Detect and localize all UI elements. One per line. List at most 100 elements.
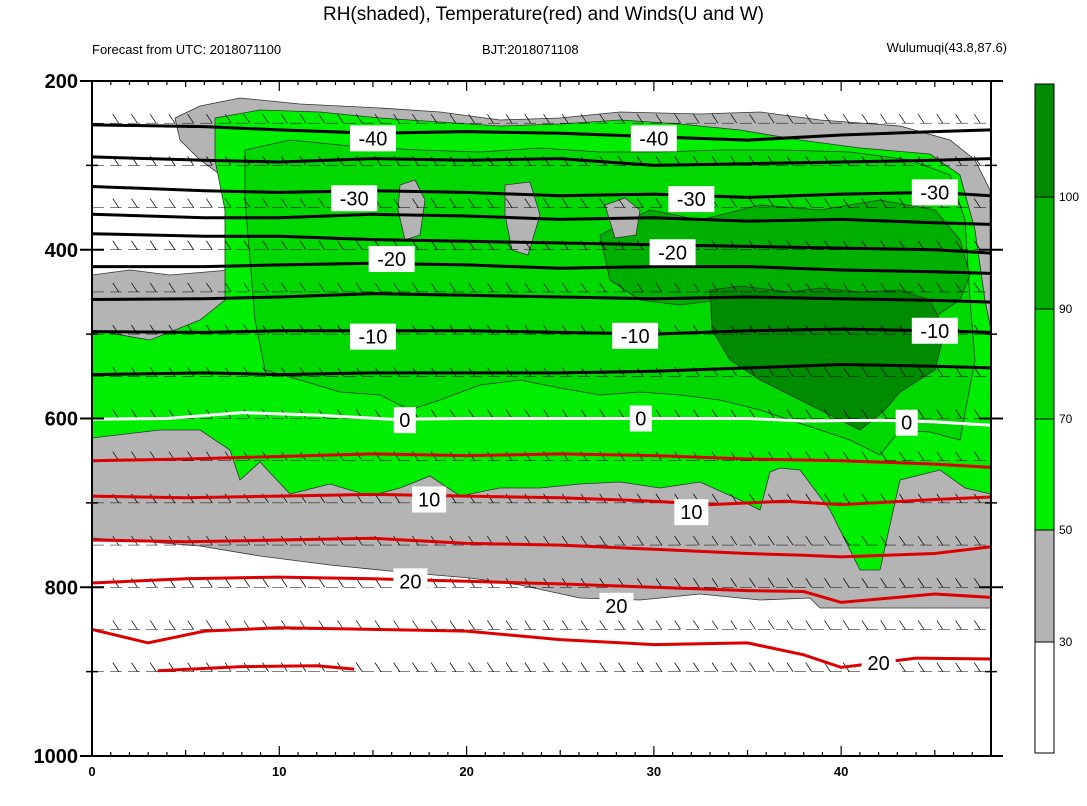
- wind-barb: [899, 620, 906, 630]
- wind-barb: [973, 535, 981, 546]
- wind-barb: [936, 535, 944, 546]
- wind-barb: [224, 578, 232, 588]
- wind-barb: [112, 113, 120, 124]
- contour-label: -10: [358, 327, 387, 349]
- wind-barb: [599, 113, 606, 124]
- contour-labels: -40 -40 -30 -30 -30 -20 -20 -10 -10 -10 0 0 0 10 10 20 2…: [331, 125, 958, 677]
- wind-barb: [355, 282, 363, 293]
- colorbar-box-0: [1034, 641, 1055, 754]
- contour-label: 20: [605, 596, 627, 618]
- wind-barb: [693, 282, 700, 293]
- wind-barb: [749, 535, 756, 546]
- wind-barb: [468, 113, 475, 124]
- temperature-contour: [92, 185, 991, 199]
- wind-barb: [730, 282, 738, 293]
- wind-barb: [281, 282, 288, 293]
- wind-barb: [973, 113, 981, 124]
- wind-barb: [243, 240, 251, 250]
- wind-barb: [973, 282, 981, 293]
- y-tick-label: 1000: [34, 746, 79, 768]
- wind-barb: [842, 535, 850, 546]
- wind-barb: [786, 662, 794, 672]
- wind-barb: [973, 578, 981, 588]
- contour-label-box: [393, 407, 416, 434]
- wind-barb: [917, 620, 925, 630]
- wind-barb: [955, 451, 962, 461]
- temperature-contour: [92, 261, 991, 275]
- wind-barb: [917, 113, 925, 124]
- wind-barb: [374, 113, 382, 124]
- wind-barb: [767, 282, 775, 293]
- wind-barb: [805, 535, 812, 546]
- contour-label: 0: [901, 413, 912, 435]
- wind-barb: [805, 578, 812, 588]
- x-tick-label: 20: [459, 764, 473, 779]
- wind-barb: [805, 113, 812, 124]
- contour-label: -20: [377, 249, 406, 271]
- wind-barb: [842, 578, 850, 588]
- wind-barb: [580, 282, 588, 293]
- wind-barb: [749, 578, 756, 588]
- wind-barb: [767, 409, 775, 419]
- temperature-contour: [92, 212, 991, 226]
- wind-barb: [917, 409, 925, 419]
- wind-barb: [711, 113, 719, 124]
- wind-barb: [468, 198, 475, 208]
- colorbar-label: 90: [1059, 302, 1073, 316]
- wind-barb: [842, 198, 850, 208]
- contour-label: 20: [399, 571, 421, 593]
- wind-barb: [786, 535, 794, 546]
- wind-barb: [618, 620, 625, 630]
- wind-barb: [561, 282, 569, 293]
- rh-region-90: [599, 199, 971, 321]
- wind-barb: [655, 113, 663, 124]
- rh-pocket-1: [397, 179, 426, 241]
- wind-barb: [917, 282, 925, 293]
- wind-barb: [487, 113, 494, 124]
- wind-barb: [899, 662, 906, 672]
- wind-barb: [674, 620, 681, 630]
- wind-barb: [936, 367, 944, 377]
- wind-barb: [262, 198, 269, 208]
- wind-barb: [243, 198, 251, 208]
- wind-barb: [693, 578, 700, 588]
- wind-barb: [973, 662, 981, 672]
- wind-barb: [861, 535, 869, 546]
- wind-barb: [711, 620, 719, 630]
- wind-barb: [861, 620, 869, 630]
- wind-barb: [880, 620, 887, 630]
- wind-barb: [412, 282, 419, 293]
- wind-barb: [543, 620, 550, 630]
- wind-barb: [861, 198, 869, 208]
- wind-barb: [861, 493, 869, 504]
- wind-barb: [599, 535, 606, 546]
- wind-barb: [767, 113, 775, 124]
- wind-barb: [786, 620, 794, 630]
- wind-barb: [636, 620, 644, 630]
- wind-barb: [374, 409, 382, 419]
- wind-barb: [543, 198, 550, 208]
- wind-barb: [805, 282, 812, 293]
- wind-barb: [487, 620, 494, 630]
- wind-barb: [149, 113, 157, 124]
- wind-barb: [730, 535, 738, 546]
- wind-barb: [936, 578, 944, 588]
- wind-barb: [618, 198, 625, 208]
- wind-barb: [955, 578, 962, 588]
- wind-barb: [693, 113, 700, 124]
- x-tick-label: 30: [647, 764, 661, 779]
- wind-barb: [468, 620, 475, 630]
- wind-barb: [318, 578, 326, 588]
- wind-barb: [824, 198, 831, 208]
- wind-barb: [655, 578, 663, 588]
- wind-barb: [599, 620, 606, 630]
- wind-barb: [917, 451, 925, 461]
- wind-barb: [749, 113, 756, 124]
- wind-barb: [393, 113, 400, 124]
- chart-title: RH(shaded), Temperature(red) and Winds(U…: [322, 4, 765, 25]
- wind-barb: [337, 240, 344, 250]
- wind-barb: [430, 409, 438, 419]
- wind-barb: [355, 113, 363, 124]
- wind-barb: [505, 662, 513, 672]
- wind-barb: [693, 620, 700, 630]
